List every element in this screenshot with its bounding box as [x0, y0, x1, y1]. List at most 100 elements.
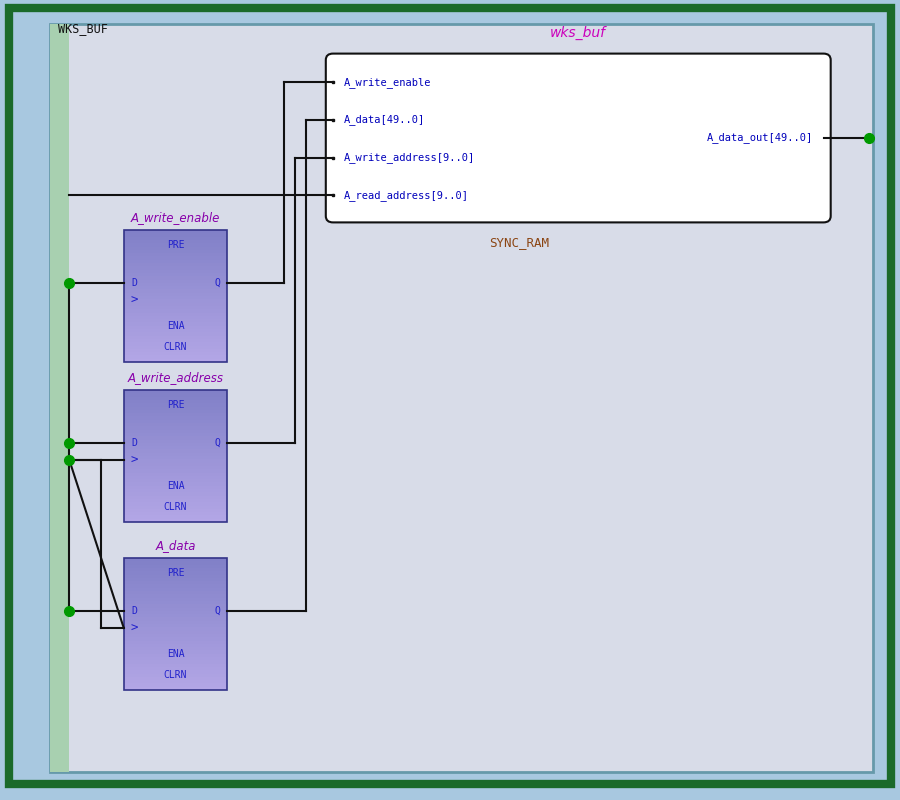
- Bar: [124, 594, 227, 598]
- Text: >: >: [131, 622, 139, 634]
- Bar: [124, 670, 227, 674]
- Text: A_data: A_data: [155, 538, 196, 552]
- Bar: [124, 446, 227, 450]
- Bar: [124, 290, 227, 293]
- Bar: [124, 492, 227, 495]
- Bar: [124, 423, 227, 426]
- Bar: [124, 630, 227, 634]
- Text: ENA: ENA: [166, 650, 184, 659]
- Bar: [124, 479, 227, 482]
- Bar: [124, 240, 227, 243]
- Bar: [124, 482, 227, 486]
- Text: A_write_address: A_write_address: [128, 370, 223, 384]
- Bar: [124, 565, 227, 568]
- Bar: [124, 234, 227, 237]
- Bar: [124, 473, 227, 476]
- Bar: [124, 627, 227, 630]
- Bar: [124, 450, 227, 453]
- Bar: [124, 624, 227, 627]
- Bar: [124, 667, 227, 670]
- Bar: [124, 319, 227, 322]
- Bar: [124, 518, 227, 522]
- Bar: [124, 611, 227, 614]
- Text: PRE: PRE: [166, 240, 184, 250]
- Bar: [124, 246, 227, 250]
- Bar: [124, 459, 227, 462]
- Bar: [124, 614, 227, 618]
- Bar: [124, 476, 227, 479]
- Bar: [124, 647, 227, 650]
- Bar: [124, 509, 227, 512]
- Bar: [124, 436, 227, 439]
- Text: ENA: ENA: [166, 482, 184, 491]
- Bar: [124, 273, 227, 276]
- Text: PRE: PRE: [166, 568, 184, 578]
- Bar: [124, 243, 227, 246]
- Bar: [124, 416, 227, 420]
- Bar: [124, 469, 227, 473]
- Text: Q: Q: [214, 606, 220, 616]
- Text: A_data[49..0]: A_data[49..0]: [344, 114, 425, 126]
- Bar: [124, 279, 227, 283]
- Bar: [124, 674, 227, 677]
- Bar: [124, 426, 227, 430]
- Bar: [124, 286, 227, 290]
- Bar: [124, 433, 227, 436]
- Bar: [124, 502, 227, 506]
- Bar: [124, 266, 227, 270]
- Bar: [124, 299, 227, 302]
- Bar: [124, 680, 227, 683]
- Bar: [124, 568, 227, 571]
- Bar: [124, 650, 227, 654]
- Bar: [124, 355, 227, 358]
- Bar: [50, 24, 69, 772]
- Text: wks_buf: wks_buf: [550, 26, 607, 40]
- Bar: [124, 332, 227, 336]
- Bar: [124, 644, 227, 647]
- Bar: [124, 316, 227, 319]
- Bar: [124, 352, 227, 355]
- Text: D: D: [131, 606, 137, 616]
- Bar: [124, 358, 227, 362]
- Bar: [124, 439, 227, 443]
- Text: A_data_out[49..0]: A_data_out[49..0]: [706, 133, 813, 143]
- Bar: [124, 677, 227, 680]
- Bar: [124, 443, 227, 446]
- Text: >: >: [131, 454, 139, 466]
- Bar: [124, 276, 227, 279]
- Bar: [124, 230, 227, 234]
- Bar: [124, 309, 227, 313]
- Bar: [124, 342, 227, 346]
- Bar: [124, 571, 227, 574]
- Bar: [124, 270, 227, 273]
- Bar: [124, 466, 227, 469]
- Text: SYNC_RAM: SYNC_RAM: [490, 236, 549, 249]
- Bar: [124, 683, 227, 686]
- Text: >: >: [131, 294, 139, 306]
- Bar: [124, 306, 227, 310]
- Bar: [124, 598, 227, 601]
- Bar: [124, 558, 227, 562]
- Bar: [124, 329, 227, 332]
- Bar: [124, 420, 227, 423]
- Text: Q: Q: [214, 438, 220, 448]
- Text: PRE: PRE: [166, 400, 184, 410]
- Bar: [124, 664, 227, 667]
- Bar: [124, 313, 227, 316]
- Bar: [124, 637, 227, 641]
- Bar: [124, 584, 227, 588]
- Bar: [124, 621, 227, 624]
- Bar: [124, 618, 227, 621]
- Bar: [124, 634, 227, 637]
- Bar: [124, 654, 227, 657]
- Bar: [124, 263, 227, 266]
- Text: ENA: ENA: [166, 322, 184, 331]
- Bar: [124, 400, 227, 403]
- Bar: [124, 326, 227, 329]
- Bar: [124, 588, 227, 591]
- Bar: [124, 336, 227, 339]
- Bar: [124, 302, 227, 306]
- Bar: [124, 499, 227, 502]
- Bar: [124, 657, 227, 660]
- Text: A_read_address[9..0]: A_read_address[9..0]: [344, 190, 469, 201]
